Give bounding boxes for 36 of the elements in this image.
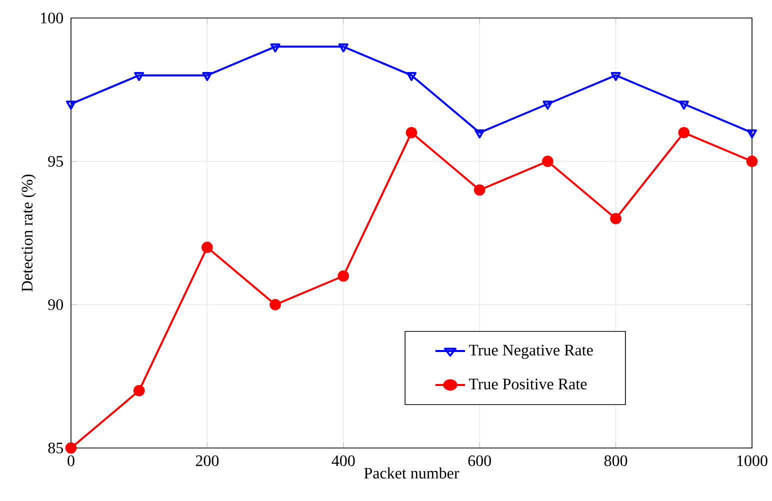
point <box>270 43 280 52</box>
point <box>746 156 758 167</box>
y-tick-label: 100 <box>41 12 64 24</box>
point <box>542 100 553 110</box>
x-tick-label: 0 <box>68 455 74 466</box>
point <box>270 299 281 310</box>
point <box>746 129 758 138</box>
point <box>474 184 486 196</box>
point <box>474 129 485 138</box>
point <box>202 72 212 81</box>
x-tick-label: 600 <box>468 455 491 466</box>
y-tick-label: 95 <box>48 156 64 167</box>
point <box>610 213 622 224</box>
point <box>134 72 144 81</box>
point <box>202 242 213 253</box>
point <box>678 100 689 110</box>
x-axis-title: Packet number <box>364 467 460 479</box>
y-tick-label: 90 <box>48 299 64 310</box>
point <box>338 43 348 52</box>
y-axis-title: Detection rate (%) <box>21 174 36 292</box>
point <box>65 442 77 454</box>
point <box>542 156 554 167</box>
legend-label: True Positive Rate <box>468 378 587 390</box>
point <box>406 72 417 81</box>
legend-label: True Negative Rate <box>468 344 593 359</box>
point <box>610 72 621 81</box>
x-tick-label: 1000 <box>737 455 768 466</box>
x-tick-label: 200 <box>196 455 219 466</box>
point <box>678 127 690 138</box>
point <box>406 127 418 138</box>
y-tick-label: 85 <box>48 442 64 454</box>
x-tick-label: 400 <box>332 455 355 466</box>
point <box>133 385 145 396</box>
point <box>338 270 350 282</box>
x-tick-label: 800 <box>604 455 628 466</box>
point <box>66 100 76 110</box>
